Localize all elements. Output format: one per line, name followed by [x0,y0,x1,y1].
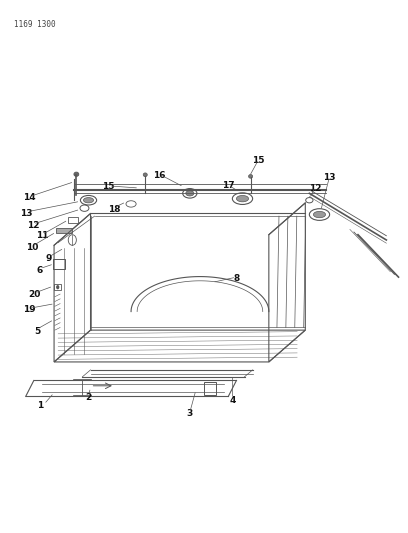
Ellipse shape [248,174,253,178]
Circle shape [56,285,59,289]
Text: 2: 2 [85,393,92,402]
Bar [54,284,61,290]
Text: 1: 1 [37,401,43,410]
Ellipse shape [84,198,93,203]
Text: 12: 12 [309,183,322,192]
Text: 3: 3 [187,409,193,418]
Bar [204,382,216,395]
Text: 9: 9 [46,254,52,263]
Bar [53,259,65,269]
Ellipse shape [74,172,79,176]
Text: 4: 4 [229,395,235,405]
Ellipse shape [313,212,326,217]
Text: 17: 17 [222,181,235,190]
Text: 5: 5 [34,327,40,336]
Text: 10: 10 [26,244,38,253]
Text: 12: 12 [27,221,39,230]
Ellipse shape [143,173,147,176]
Text: 11: 11 [35,231,48,240]
Text: 15: 15 [253,156,265,165]
Text: 1169 1300: 1169 1300 [13,20,55,29]
Bar [68,216,78,223]
Text: 18: 18 [108,205,120,214]
Ellipse shape [236,196,248,202]
Text: 13: 13 [20,209,33,218]
Text: 20: 20 [29,290,41,299]
Bar [56,228,72,233]
Text: 15: 15 [102,182,115,191]
Text: 16: 16 [153,171,166,180]
Text: 13: 13 [324,173,336,182]
Ellipse shape [186,191,194,196]
Text: 6: 6 [37,266,43,274]
Text: 14: 14 [23,193,36,202]
Text: 19: 19 [22,305,35,314]
Text: 8: 8 [233,273,239,282]
